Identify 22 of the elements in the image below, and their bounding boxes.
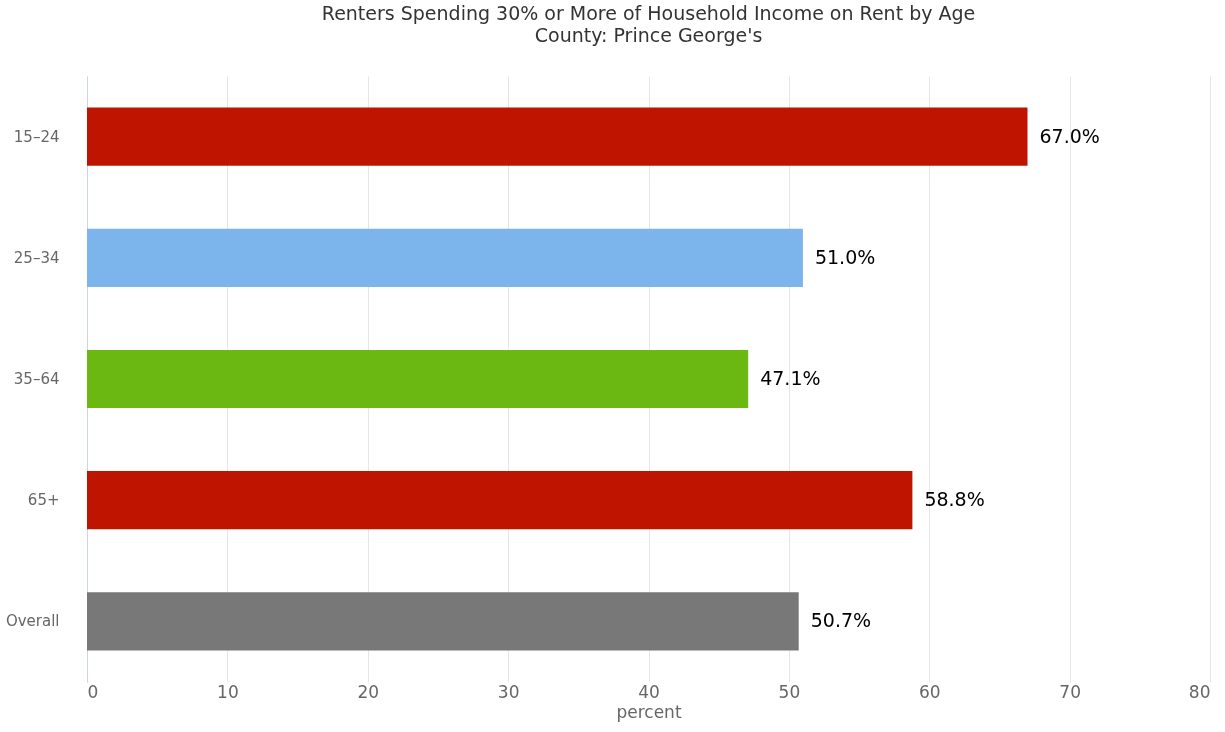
x-tick-label: 0 bbox=[87, 681, 99, 702]
data-label: 58.8% bbox=[924, 488, 985, 511]
y-tick-label: 15–24 bbox=[13, 127, 60, 146]
data-label: 50.7% bbox=[810, 609, 872, 632]
data-label: 67.0% bbox=[1039, 124, 1100, 147]
x-tick-label: 20 bbox=[357, 681, 380, 702]
x-tick-label: 10 bbox=[217, 681, 239, 702]
x-tick-label: 70 bbox=[1059, 681, 1081, 702]
chart-title: Renters Spending 30% or More of Household Income on Rent by Age bbox=[321, 2, 976, 24]
data-label: 47.1% bbox=[760, 367, 821, 389]
y-tick-label: 35–64 bbox=[13, 370, 60, 388]
y-tick-label: 25–34 bbox=[13, 248, 60, 267]
x-tick-label: 50 bbox=[778, 681, 801, 702]
x-tick-label: 80 bbox=[1188, 681, 1211, 702]
y-tick-label: Overall bbox=[5, 612, 60, 631]
data-label: 51.0% bbox=[814, 245, 876, 268]
x-tick-label: 60 bbox=[918, 681, 941, 702]
x-tick-label: 30 bbox=[497, 681, 520, 702]
y-tick-label: 65+ bbox=[27, 491, 60, 510]
chart-subtitle: County: Prince George's bbox=[534, 24, 763, 46]
x-tick-label: 40 bbox=[638, 681, 660, 702]
x-axis-title: percent bbox=[616, 701, 682, 722]
